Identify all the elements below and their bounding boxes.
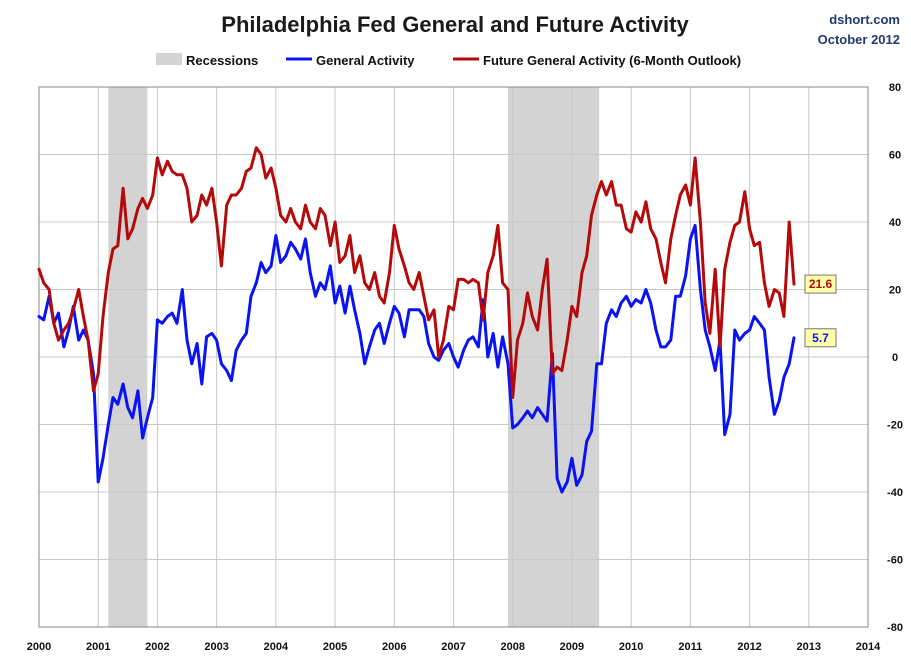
future-activity-callout-box <box>804 274 837 294</box>
plot-frame <box>38 86 869 628</box>
legend-label-recessions: Recessions <box>186 53 258 68</box>
source-label: dshort.com <box>829 12 900 27</box>
x-tick-label: 2010 <box>619 641 643 653</box>
x-tick-label: 2014 <box>856 641 881 653</box>
legend-swatch-recessions <box>156 53 182 65</box>
chart-title: Philadelphia Fed General and Future Acti… <box>221 12 689 37</box>
y-tick-label: 60 <box>889 150 901 162</box>
x-tick-label: 2005 <box>323 641 347 653</box>
plot-area: 80 60 40 20 0 -20 -40 -60 -80 2000 2001 2002 2003 200… <box>27 82 903 653</box>
y-tick-label: -40 <box>887 487 903 499</box>
x-tick-label: 2007 <box>441 641 465 653</box>
legend-label-general: General Activity <box>316 53 415 68</box>
date-label: October 2012 <box>818 32 900 47</box>
general-activity-callout-label: 5.7 <box>812 331 829 345</box>
x-tick-label: 2001 <box>86 641 110 653</box>
x-tick-label: 2013 <box>797 641 821 653</box>
y-tick-label: 40 <box>889 217 901 229</box>
x-tick-label: 2008 <box>500 641 524 653</box>
x-tick-label: 2000 <box>27 641 51 653</box>
future-activity-callout-label: 21.6 <box>809 277 833 291</box>
y-tick-label: -60 <box>887 555 903 567</box>
general-activity-line <box>37 223 796 494</box>
x-tick-label: 2004 <box>264 641 289 653</box>
y-tick-label: 20 <box>889 285 901 297</box>
future-activity-line <box>37 146 796 399</box>
legend-label-future: Future General Activity (6-Month Outlook… <box>483 53 741 68</box>
x-tick-label: 2011 <box>678 641 702 653</box>
y-tick-label: -80 <box>887 622 903 634</box>
x-tick-label: 2009 <box>560 641 584 653</box>
general-activity-callout-box <box>804 328 837 348</box>
y-tick-label: -20 <box>887 420 903 432</box>
x-tick-label: 2003 <box>204 641 228 653</box>
y-tick-label: 80 <box>889 82 901 94</box>
x-tick-label: 2012 <box>737 641 761 653</box>
x-tick-label: 2002 <box>145 641 169 653</box>
y-tick-label: 0 <box>892 352 898 364</box>
legend: Recessions General Activity Future Gener… <box>156 53 741 68</box>
x-tick-label: 2006 <box>382 641 406 653</box>
